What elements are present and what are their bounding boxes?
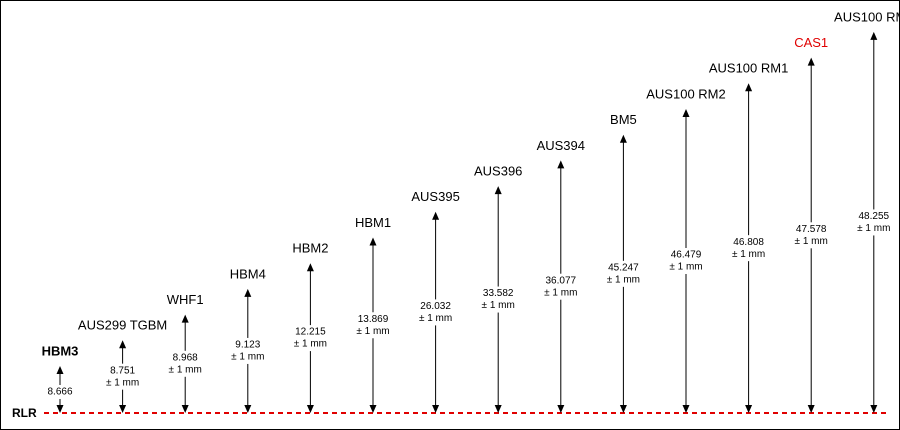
datum-label: RLR — [12, 406, 37, 420]
tolerance: ± 1 mm — [732, 249, 765, 260]
benchmark-label: AUS100 RM3 — [834, 9, 900, 24]
arrow-head — [807, 57, 815, 66]
arrow-head — [369, 237, 377, 246]
tolerance: ± 1 mm — [607, 274, 640, 285]
tolerance: ± 1 mm — [356, 326, 389, 337]
arrow-head — [181, 405, 189, 413]
tolerance: ± 1 mm — [669, 262, 702, 273]
arrow-head — [244, 288, 252, 297]
tolerance: ± 1 mm — [482, 300, 515, 311]
arrow-head — [807, 405, 815, 413]
value-background — [227, 337, 268, 364]
value-background — [728, 235, 769, 262]
height-value: 48.255 — [859, 211, 890, 222]
benchmark-label: WHF1 — [167, 292, 204, 307]
benchmark-label: HBM1 — [355, 215, 391, 230]
arrow-head — [56, 366, 64, 374]
arrow-head — [119, 340, 127, 349]
value-background — [415, 299, 456, 326]
arrow-head — [745, 83, 753, 92]
height-value: 36.077 — [546, 275, 577, 286]
benchmark-label: AUS100 RM2 — [646, 86, 725, 101]
value-background — [603, 260, 644, 287]
tolerance: ± 1 mm — [169, 364, 202, 375]
tolerance: ± 1 mm — [294, 339, 327, 350]
arrow-head — [745, 405, 753, 413]
arrow-head — [432, 405, 440, 413]
arrow-head — [306, 405, 314, 413]
benchmark-label: AUS394 — [537, 138, 585, 153]
benchmark-label: AUS100 RM1 — [709, 61, 788, 76]
height-value: 47.578 — [796, 224, 827, 235]
arrow-head — [619, 405, 627, 413]
height-value: 45.247 — [608, 262, 639, 273]
arrow-head — [557, 160, 565, 169]
arrow-head — [870, 31, 878, 40]
benchmark-label: AUS299 TGBM — [78, 318, 167, 333]
value-background — [40, 385, 80, 399]
arrow-head — [181, 314, 189, 323]
height-value: 26.032 — [420, 301, 451, 312]
benchmark-label: CAS1 — [794, 35, 828, 50]
arrow-head — [56, 405, 64, 413]
height-value: 8.968 — [173, 352, 198, 363]
arrow-head — [619, 134, 627, 143]
arrow-head — [432, 211, 440, 220]
value-background — [853, 209, 894, 236]
height-value: 9.123 — [235, 340, 260, 351]
tolerance: ± 1 mm — [106, 377, 139, 388]
value-background — [102, 363, 143, 390]
benchmark-label: AUS396 — [474, 164, 522, 179]
arrow-head — [244, 405, 252, 413]
arrow-head — [682, 109, 690, 117]
height-value: 12.215 — [295, 327, 326, 338]
tolerance: ± 1 mm — [544, 287, 577, 298]
arrow-head — [306, 263, 314, 272]
arrow-head — [682, 405, 690, 413]
height-value: 33.582 — [483, 288, 514, 299]
arrow-head — [494, 405, 502, 413]
arrow-head — [870, 405, 878, 413]
arrow-head — [494, 186, 502, 195]
value-background — [540, 273, 581, 300]
value-background — [666, 248, 706, 274]
tolerance: ± 1 mm — [857, 223, 890, 234]
height-value: 46.808 — [733, 237, 764, 248]
tolerance: ± 1 mm — [231, 352, 264, 363]
height-value: 8.751 — [110, 365, 135, 376]
height-value: 13.869 — [358, 314, 389, 325]
arrow-head — [557, 405, 565, 413]
value-background — [165, 350, 206, 377]
value-background — [353, 312, 393, 339]
arrow-head — [369, 405, 377, 413]
tolerance: ± 1 mm — [795, 236, 828, 247]
value-background — [290, 325, 331, 352]
value-background — [791, 222, 832, 249]
height-value: 46.479 — [671, 250, 702, 261]
tolerance: ± 1 mm — [419, 313, 452, 324]
benchmark-label: HBM4 — [230, 266, 266, 281]
value-background — [478, 286, 519, 313]
arrow-head — [119, 405, 127, 413]
benchmark-label: HBM3 — [42, 343, 79, 358]
benchmark-label: AUS395 — [411, 189, 459, 204]
benchmark-label: BM5 — [610, 112, 637, 127]
benchmark-label: HBM2 — [292, 241, 328, 256]
height-value: 8.666 — [47, 387, 72, 398]
